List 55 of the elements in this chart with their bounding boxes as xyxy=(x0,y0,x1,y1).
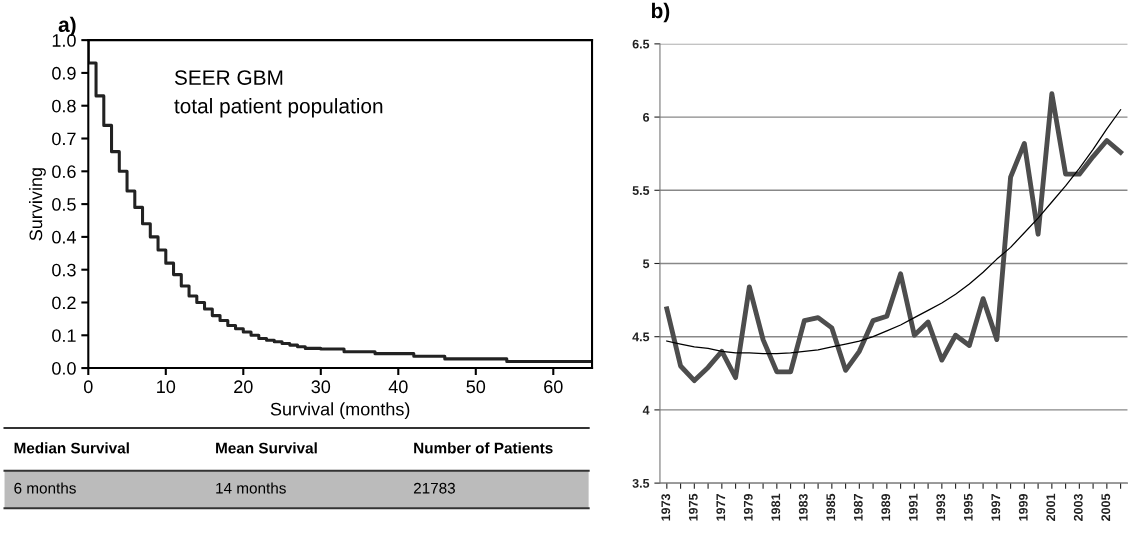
x-tick-label: 1999 xyxy=(1018,493,1028,521)
y-axis-title: Surviving xyxy=(29,168,46,241)
x-tick-label: 1997 xyxy=(991,494,1001,521)
y-tick-label: 4.5 xyxy=(632,332,650,342)
text: Median Survival xyxy=(14,442,129,454)
x-tick-label: 2005 xyxy=(1101,493,1111,521)
x-tick-label: 1979 xyxy=(743,493,753,521)
y-tick-label: 4 xyxy=(642,405,650,415)
x-tick-label: 60 xyxy=(544,380,563,394)
x-tick-label: 1989 xyxy=(881,493,891,521)
y-tick-label: 1.0 xyxy=(52,34,76,47)
y-tick-label: 0.4 xyxy=(52,230,76,244)
text: Mean Survival xyxy=(216,442,317,454)
x-tick-label: 50 xyxy=(466,380,486,394)
line-series xyxy=(666,109,1122,355)
y-tick-label: 0.8 xyxy=(52,99,76,113)
y-tick-label: 6 xyxy=(643,112,650,122)
line-series xyxy=(664,91,1124,384)
x-tick-label: 40 xyxy=(388,380,408,394)
chart-title: b) xyxy=(651,2,670,23)
x-tick-label: 1983 xyxy=(798,493,808,521)
x-axis-title: Survival (months) xyxy=(270,402,410,420)
y-tick-label: 5 xyxy=(642,259,650,269)
x-tick-label: 1977 xyxy=(716,494,726,521)
y-tick-label: 3.5 xyxy=(632,478,650,488)
x-tick-label: 1981 xyxy=(771,493,781,521)
x-tick-label: 1985 xyxy=(826,493,836,521)
y-tick-label: 0.6 xyxy=(52,165,76,179)
y-tick-label: 0.7 xyxy=(52,132,76,146)
text: 21783 xyxy=(413,482,455,494)
text: Number of Patients xyxy=(414,442,553,454)
x-tick-label: 10 xyxy=(157,380,176,394)
chart-title: a) xyxy=(58,16,76,37)
y-tick-label: 5.5 xyxy=(632,186,650,195)
y-tick-label: 0.1 xyxy=(52,329,76,342)
x-tick-label: 1975 xyxy=(688,493,698,521)
annotation: SEER GBM total patient population xyxy=(174,70,383,118)
x-tick-label: 20 xyxy=(234,380,253,394)
x-tick-label: 30 xyxy=(311,380,331,394)
x-tick-label: 1991 xyxy=(908,493,918,521)
y-tick-label: 0.3 xyxy=(52,263,76,277)
x-tick-label: 2003 xyxy=(1073,493,1083,521)
x-tick-label: 1995 xyxy=(963,493,973,521)
x-tick-label: 1993 xyxy=(936,493,946,521)
text: 14 months xyxy=(216,482,286,494)
x-tick-label: 1973 xyxy=(661,493,671,521)
text: 6 months xyxy=(14,482,76,494)
y-tick-label: 0.2 xyxy=(52,296,76,310)
y-tick-label: 0.5 xyxy=(52,198,76,211)
x-tick-label: 0 xyxy=(83,380,93,394)
y-tick-label: 0.0 xyxy=(52,362,76,375)
x-tick-label: 1987 xyxy=(853,494,863,521)
y-tick-label: 0.9 xyxy=(52,66,76,80)
x-tick-label: 2001 xyxy=(1046,493,1056,521)
y-tick-label: 6.5 xyxy=(632,39,650,49)
